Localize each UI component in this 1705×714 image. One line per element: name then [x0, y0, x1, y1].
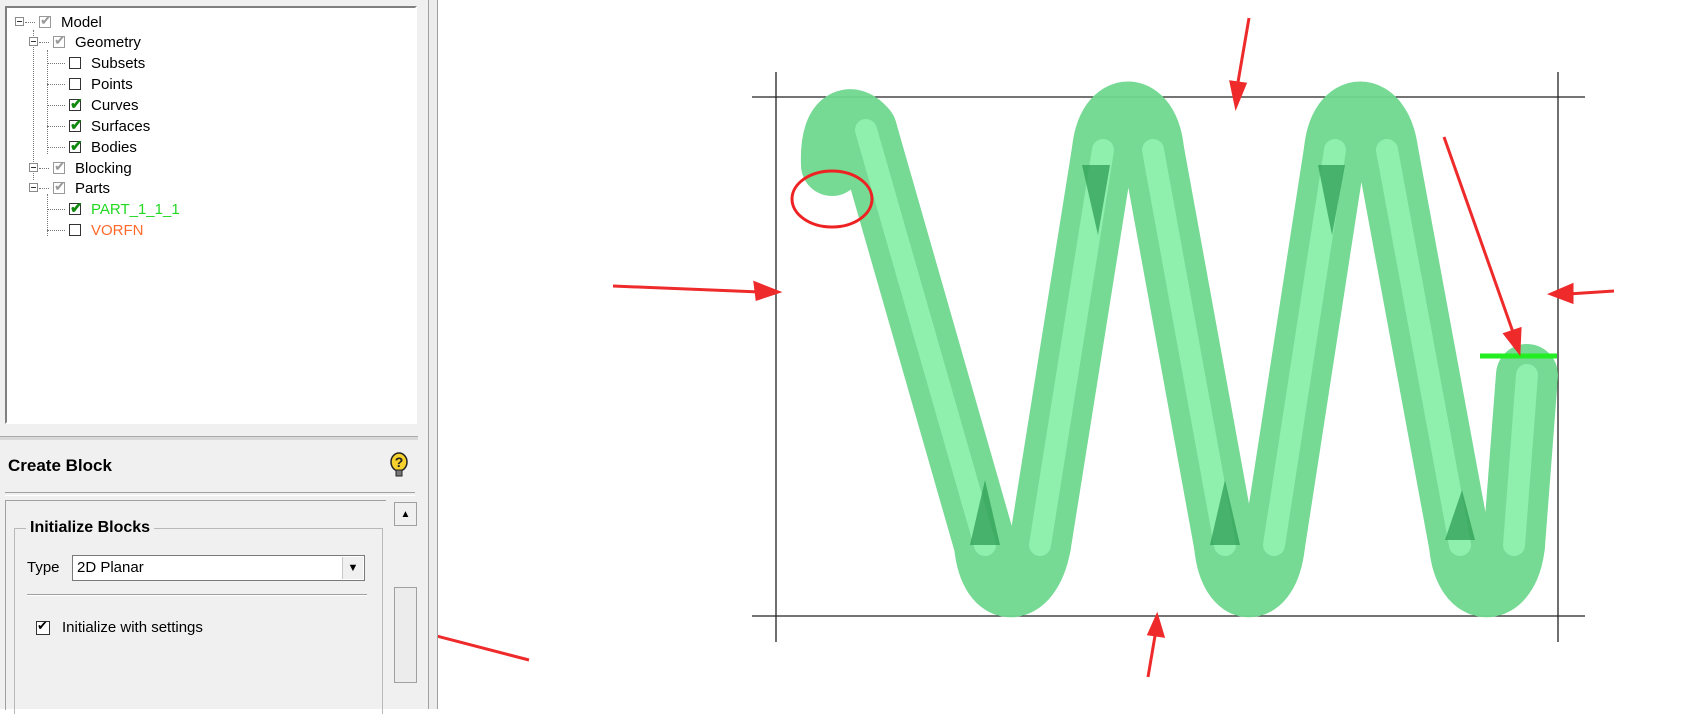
tree-connector [47, 50, 48, 154]
tree-checkbox[interactable] [69, 116, 83, 134]
model-tree: Model Geometry Subsets Points Curves Sur… [5, 6, 417, 424]
vertical-scrollbar[interactable]: ▲ [394, 502, 417, 709]
type-label: Type [27, 559, 60, 576]
annotation-arrows [438, 17, 1615, 678]
tree-item-label: Model [61, 13, 102, 31]
left-panel: Model Geometry Subsets Points Curves Sur… [0, 0, 430, 714]
help-icon[interactable]: ? [388, 452, 410, 478]
initialize-with-settings-checkbox[interactable] [36, 618, 50, 635]
annotation-circle [790, 169, 874, 229]
tree-checkbox[interactable] [53, 158, 66, 175]
tree-connector [47, 194, 48, 236]
collapse-icon[interactable] [29, 37, 38, 46]
tree-item-label: Bodies [91, 138, 137, 156]
tree-item-label: Blocking [75, 159, 132, 177]
svg-text:?: ? [395, 454, 404, 470]
tree-checkbox[interactable] [39, 12, 52, 29]
spring-body [800, 81, 1558, 618]
create-block-panel [5, 500, 386, 710]
collapse-icon[interactable] [29, 183, 38, 192]
collapse-icon[interactable] [15, 17, 24, 26]
tree-checkbox[interactable] [53, 32, 66, 49]
tree-item-points[interactable]: Points [47, 74, 133, 94]
type-dropdown[interactable]: 2D Planar ▼ [72, 555, 365, 581]
tree-item-label: Parts [75, 179, 111, 197]
initialize-blocks-group [14, 528, 383, 714]
bounding-box [752, 72, 1585, 642]
tree-item-label: Subsets [91, 54, 146, 72]
tree-item-label: PART_1_1_1 [91, 200, 180, 218]
tree-item-blocking[interactable]: Blocking [29, 158, 132, 178]
tree-checkbox[interactable] [69, 137, 83, 155]
tree-item-label: Curves [91, 96, 139, 114]
tree-item-curves[interactable]: Curves [47, 95, 139, 115]
tree-checkbox[interactable] [69, 199, 83, 217]
tree-item-label: VORFN [91, 221, 144, 239]
tree-item-geometry[interactable]: Geometry [29, 32, 141, 52]
tree-checkbox[interactable] [69, 78, 81, 90]
tree-item-bodies[interactable]: Bodies [47, 137, 137, 157]
tree-checkbox[interactable] [69, 95, 83, 113]
panel-divider[interactable] [0, 436, 418, 440]
tree-checkbox[interactable] [69, 224, 81, 236]
expand-icon[interactable] [29, 163, 38, 172]
group-title: Initialize Blocks [26, 519, 155, 537]
tree-item-part-1-1-1[interactable]: PART_1_1_1 [47, 199, 180, 219]
tree-item-subsets[interactable]: Subsets [47, 53, 145, 73]
separator [5, 492, 415, 496]
scroll-thumb[interactable] [394, 587, 417, 683]
panel-title: Create Block [8, 456, 112, 475]
tree-item-label: Points [91, 75, 133, 93]
graphics-viewport[interactable] [438, 0, 1705, 709]
tree-item-model[interactable]: Model [15, 12, 102, 32]
tree-item-parts[interactable]: Parts [29, 178, 110, 198]
scroll-up-arrow-icon[interactable]: ▲ [394, 502, 417, 526]
type-dropdown-value: 2D Planar [77, 559, 144, 576]
tree-item-label: Surfaces [91, 117, 151, 135]
initialize-with-settings-label: Initialize with settings [62, 619, 203, 636]
tree-item-vorfn[interactable]: VORFN [47, 220, 144, 240]
pane-splitter[interactable] [428, 0, 438, 709]
tree-checkbox[interactable] [53, 178, 66, 195]
tree-item-surfaces[interactable]: Surfaces [47, 116, 150, 136]
viewport-canvas [438, 17, 1615, 678]
dropdown-arrow-icon[interactable]: ▼ [342, 557, 363, 579]
separator [27, 594, 367, 596]
tree-item-label: Geometry [75, 33, 141, 51]
tree-connector [33, 30, 34, 180]
tree-checkbox[interactable] [69, 57, 81, 69]
